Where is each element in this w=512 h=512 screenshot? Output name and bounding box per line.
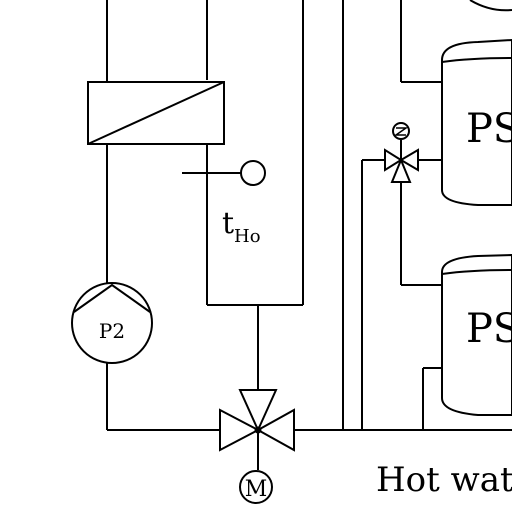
valve-bottom-right-wedge	[255, 408, 295, 452]
heat-exchanger-diagonal	[87, 81, 225, 145]
valve-bottom-top-wedge	[238, 389, 278, 433]
pump-p2-chevron	[73, 283, 151, 313]
valve-motor-label: M	[245, 477, 268, 502]
tank-lower-cap	[441, 269, 512, 275]
hot-water-label: Hot wat	[376, 460, 512, 500]
tank-upper-label: PS	[466, 106, 512, 152]
small-valve-right-wedge	[399, 148, 419, 172]
pump-p2-label: P2	[99, 319, 125, 343]
temp-sensor-subscript: Ho	[234, 226, 261, 247]
temp-sensor-label: t	[222, 206, 234, 241]
valve-bottom-left-wedge	[219, 408, 261, 452]
pump-p2	[71, 282, 153, 364]
small-valve-left-wedge	[384, 148, 403, 172]
valve-motor	[239, 470, 273, 504]
temp-sensor-bulb	[240, 160, 266, 186]
tank-lower	[441, 253, 512, 416]
tank-upper-cap	[441, 57, 512, 63]
tank-upper	[441, 38, 512, 206]
tank-top-arc	[469, 0, 512, 12]
small-valve-bottom-wedge	[390, 157, 412, 183]
small-valve-actuator-mark	[393, 127, 409, 136]
tank-lower-label: PS	[466, 306, 512, 352]
